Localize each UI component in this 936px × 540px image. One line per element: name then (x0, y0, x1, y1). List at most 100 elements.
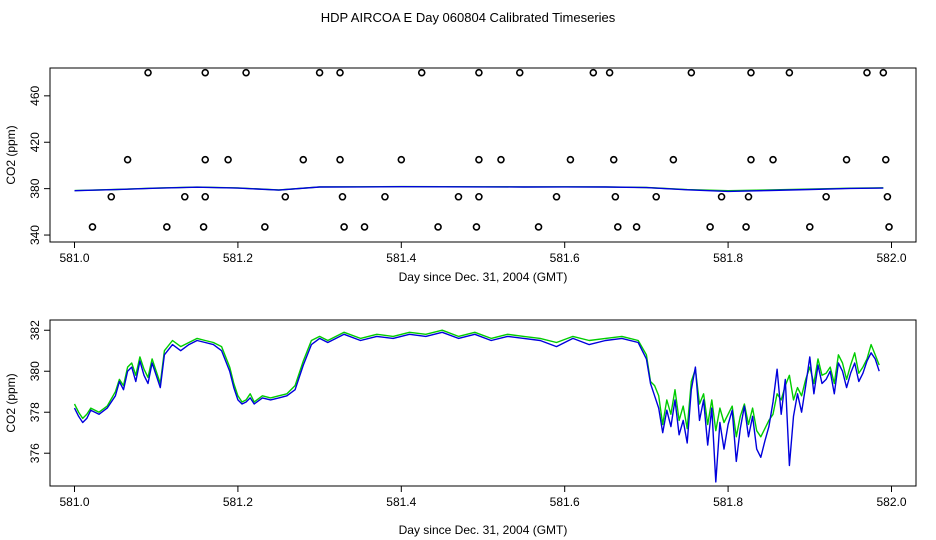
top-plot-frame (49, 67, 917, 243)
top-data-point (687, 68, 696, 77)
bottom-plot-frame (49, 319, 917, 487)
top-panel: 581.0 581.2 581.4 581.6 581.8 582.0 340 380 420… (4, 67, 917, 284)
top-data-point (822, 192, 830, 201)
top-data-point (88, 223, 97, 231)
top-data-point (706, 223, 714, 231)
top-y-axis: 340 380 420 460 (28, 86, 50, 245)
top-y-tick-label: 460 (28, 86, 42, 106)
top-data-point (181, 192, 189, 201)
top-x-tick-label: 581.8 (713, 251, 743, 265)
top-data-point (632, 223, 641, 231)
top-data-point (281, 192, 290, 201)
top-data-point (881, 155, 890, 164)
top-data-point (123, 155, 132, 164)
top-x-tick-label: 581.6 (550, 251, 580, 265)
top-data-point (717, 192, 726, 201)
top-data-point (744, 192, 753, 201)
bottom-x-axis: 581.0 581.2 581.4 581.6 581.8 582.0 (59, 486, 907, 509)
top-data-point (609, 155, 618, 164)
top-data-point (199, 223, 208, 231)
bottom-x-tick-label: 581.8 (713, 495, 743, 509)
top-data-point (242, 68, 250, 77)
bottom-y-tick-label: 382 (28, 320, 42, 340)
top-data-point (879, 68, 888, 77)
top-data-point (747, 68, 755, 77)
top-x-axis-label: Day since Dec. 31, 2004 (GMT) (399, 270, 568, 284)
top-x-tick-label: 581.2 (223, 251, 253, 265)
top-y-tick-label: 380 (28, 178, 42, 198)
top-data-point (163, 223, 171, 231)
bottom-x-tick-label: 582.0 (876, 495, 906, 509)
top-data-point (805, 223, 814, 231)
top-y-axis-label: CO2 (ppm) (4, 125, 18, 184)
bottom-x-tick-label: 581.0 (59, 495, 89, 509)
top-y-tick-label: 420 (28, 132, 42, 152)
top-series-group (74, 185, 884, 193)
top-data-point (534, 223, 543, 231)
top-data-point (315, 68, 324, 77)
top-data-point (475, 192, 483, 201)
top-data-point (863, 68, 871, 77)
top-x-tick-label: 582.0 (876, 251, 906, 265)
top-data-point (434, 223, 442, 231)
bottom-x-tick-label: 581.2 (223, 495, 253, 509)
top-data-point (360, 223, 369, 231)
bottom-series-line-blue (73, 331, 880, 483)
top-data-point (552, 192, 561, 201)
bottom-y-axis: 376 378 380 382 (28, 320, 50, 463)
top-data-point (475, 155, 483, 164)
bottom-y-tick-label: 376 (28, 443, 42, 463)
top-data-point (769, 155, 777, 164)
top-data-point (336, 155, 344, 164)
top-data-point (883, 192, 892, 201)
top-data-point (338, 192, 347, 201)
top-data-point (605, 68, 614, 77)
top-data-point (842, 155, 851, 164)
top-data-point (669, 155, 678, 164)
bottom-y-tick-label: 378 (28, 402, 42, 422)
top-data-point (336, 68, 344, 77)
top-data-point (261, 223, 269, 231)
top-data-point (299, 155, 308, 164)
top-data-point (107, 192, 116, 201)
top-series-line-blue (74, 185, 884, 193)
top-data-point (742, 223, 750, 231)
top-data-point (885, 223, 893, 231)
top-data-point (454, 192, 463, 201)
bottom-series-line-green (73, 329, 880, 438)
top-points-group (88, 68, 893, 231)
top-data-point (397, 155, 406, 164)
top-data-point (652, 192, 661, 201)
figure-title: HDP AIRCOA E Day 060804 Calibrated Times… (321, 10, 616, 25)
top-data-point (224, 155, 232, 164)
bottom-panel: 581.0 581.2 581.4 581.6 581.8 582.0 376 378 380… (4, 319, 917, 537)
top-data-point (340, 223, 348, 231)
top-data-point (589, 68, 598, 77)
top-data-point (747, 155, 755, 164)
top-data-point (417, 68, 426, 77)
top-data-point (201, 155, 210, 164)
top-data-point (201, 68, 210, 77)
top-data-point (475, 68, 483, 77)
top-data-point (611, 192, 620, 201)
bottom-y-tick-label: 380 (28, 361, 42, 381)
top-data-point (614, 223, 622, 231)
bottom-y-axis-label: CO2 (ppm) (4, 373, 18, 432)
top-data-point (472, 223, 481, 231)
top-data-point (497, 155, 505, 164)
top-x-tick-label: 581.4 (386, 251, 416, 265)
top-x-tick-label: 581.0 (59, 251, 89, 265)
top-data-point (515, 68, 524, 77)
bottom-x-tick-label: 581.6 (550, 495, 580, 509)
top-data-point (144, 68, 152, 77)
top-data-point (566, 155, 575, 164)
top-data-point (785, 68, 794, 77)
top-x-axis: 581.0 581.2 581.4 581.6 581.8 582.0 (59, 242, 907, 265)
bottom-series-group (73, 329, 880, 483)
top-y-tick-label: 340 (28, 225, 42, 245)
bottom-x-axis-label: Day since Dec. 31, 2004 (GMT) (399, 523, 568, 537)
top-data-point (201, 192, 210, 201)
bottom-x-tick-label: 581.4 (386, 495, 416, 509)
top-data-point (381, 192, 389, 201)
